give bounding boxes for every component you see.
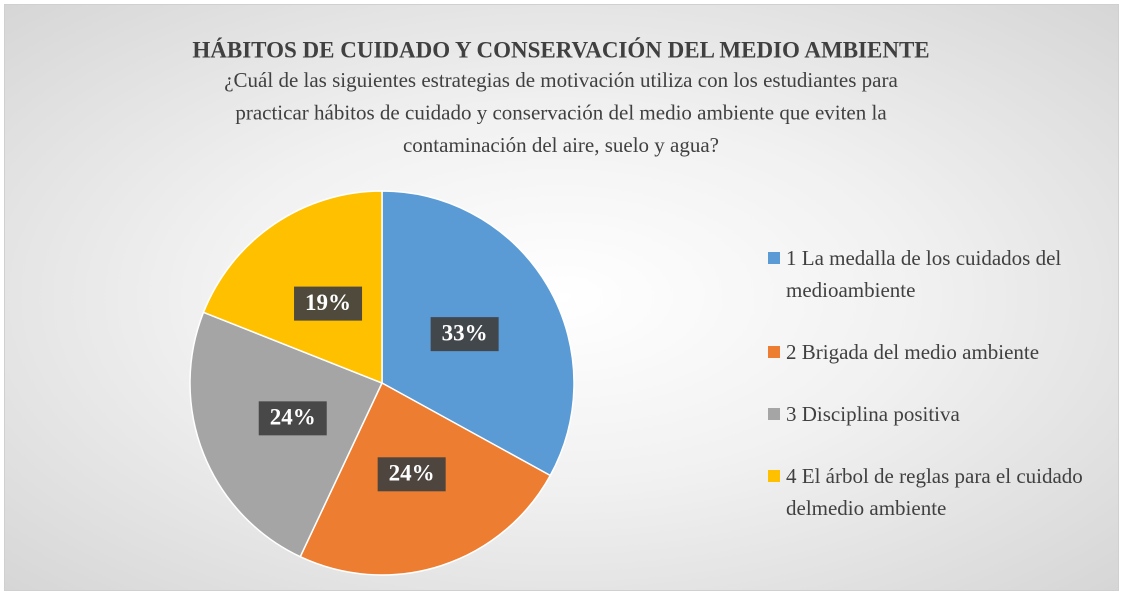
- chart-title: HÁBITOS DE CUIDADO Y CONSERVACIÓN DEL ME…: [192, 36, 929, 62]
- legend-entry: 1 La medalla de los cuidados del medioam…: [768, 242, 1113, 306]
- legend-label: 1 La medalla de los cuidados del medioam…: [786, 246, 1062, 302]
- chart-subtitle: practicar hábitos de cuidado y conservac…: [235, 100, 887, 124]
- legend-swatch: [768, 470, 780, 482]
- data-label: 19%: [305, 290, 351, 315]
- legend-entry: 3 Disciplina positiva: [768, 398, 1113, 430]
- data-label: 33%: [442, 320, 488, 345]
- data-label: 24%: [270, 405, 316, 430]
- chart-area: [4, 4, 1119, 591]
- data-label: 24%: [389, 461, 435, 486]
- data-label-box: [258, 401, 327, 436]
- legend-swatch: [768, 252, 780, 264]
- legend-label: 3 Disciplina positiva: [786, 402, 960, 426]
- legend-swatch: [768, 346, 780, 358]
- legend-label: 2 Brigada del medio ambiente: [786, 340, 1040, 364]
- chart-subtitle: contaminación del aire, suelo y agua?: [403, 133, 719, 157]
- pie-slice: [202, 190, 383, 385]
- data-label-box: [377, 457, 446, 492]
- legend-entry: 4 El árbol de reglas para el cuidado del…: [768, 460, 1113, 524]
- legend-swatch: [768, 408, 780, 420]
- legend: 1 La medalla de los cuidados del medioam…: [768, 242, 1113, 524]
- chart-subtitle: ¿Cuál de las siguientes estrategias de m…: [224, 68, 898, 92]
- legend-entry: 2 Brigada del medio ambiente: [768, 336, 1113, 368]
- legend-label: 4 El árbol de reglas para el cuidado del…: [786, 464, 1083, 520]
- data-label-box: [294, 286, 363, 321]
- data-label-box: [430, 317, 499, 352]
